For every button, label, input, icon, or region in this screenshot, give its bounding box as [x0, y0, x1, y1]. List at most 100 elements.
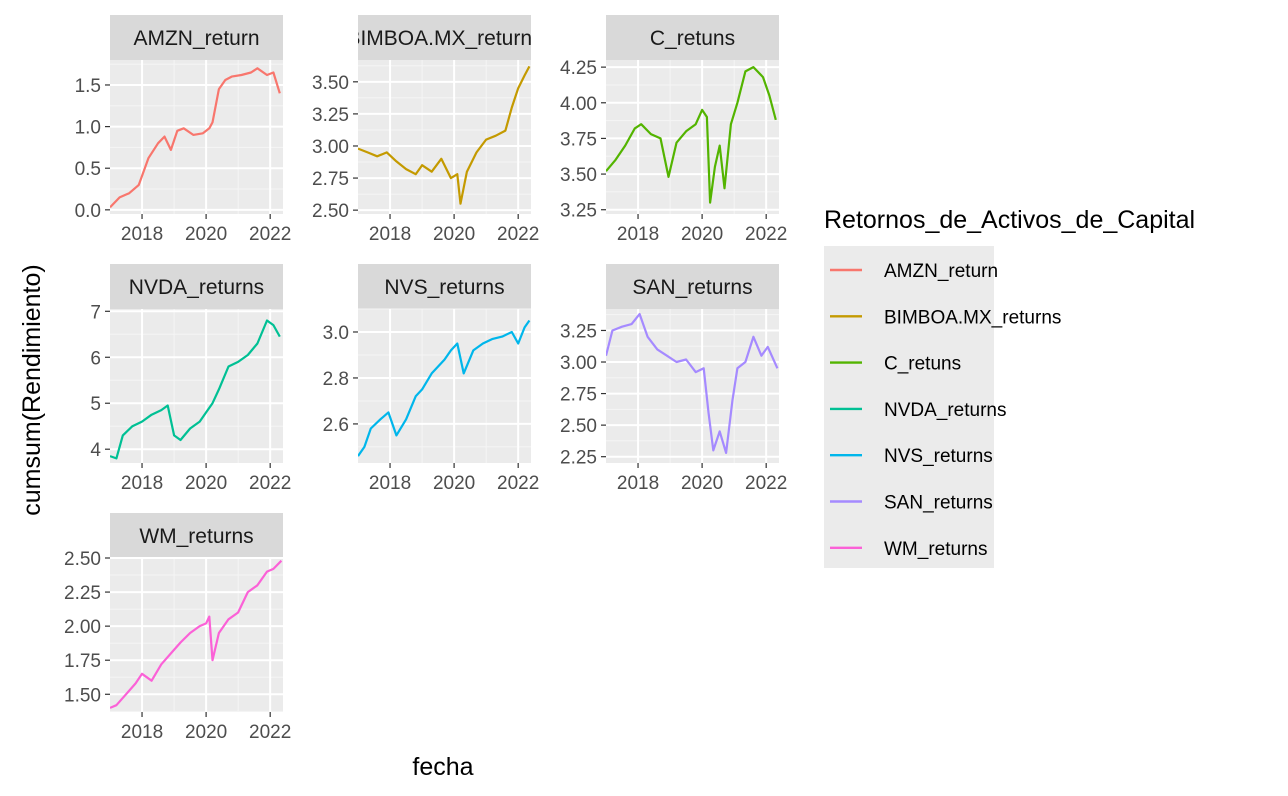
legend-label: C_retuns: [884, 354, 961, 375]
series-line-wm-returns: [110, 559, 283, 709]
y-tick-label: 1.50: [64, 685, 101, 706]
legend-background: [824, 246, 994, 568]
y-tick-label: 3.00: [312, 137, 349, 158]
x-axis-title: fecha: [412, 753, 473, 781]
facet-strip-label: SAN_returns: [632, 276, 752, 299]
x-tick-label: 2020: [433, 224, 475, 245]
facet-strip: [110, 15, 283, 60]
y-tick-label: 1.0: [75, 118, 101, 139]
facet-strip: [110, 264, 283, 309]
facet-strip-label: BIMBOA.MX_returns: [346, 27, 542, 50]
y-tick-label: 3.25: [312, 105, 349, 126]
legend-label: NVDA_returns: [884, 400, 1007, 421]
x-tick-label: 2022: [497, 473, 539, 494]
y-axis-title: cumsum(Rendimiento): [18, 264, 46, 515]
facet-strip-label: C_retuns: [650, 27, 735, 50]
facet-bimboa-mx-returns: BIMBOA.MX_returns 2018 2020 2022 2.50 2.75 3.0…: [312, 15, 542, 245]
facet-nvs-returns: NVS_returns 2018 2020 2022 2.6 2.8 3.0: [323, 264, 539, 494]
y-tick-label: 3.25: [560, 201, 597, 222]
y-tick-label: 4.25: [560, 58, 597, 79]
y-tick-label: 2.50: [312, 201, 349, 222]
x-tick-label: 2020: [681, 473, 723, 494]
y-tick-label: 2.00: [64, 617, 101, 638]
y-tick-label: 6: [90, 348, 101, 369]
facet-strip: [358, 264, 531, 309]
legend-item-bimboa-mx-returns: BIMBOA.MX_returns: [830, 307, 1061, 328]
x-tick-label: 2022: [249, 473, 291, 494]
x-tick-label: 2022: [745, 224, 787, 245]
legend: Retornos_de_Activos_de_Capital AMZN_retu…: [824, 206, 1195, 568]
y-tick-label: 3.25: [560, 321, 597, 342]
legend-items: AMZN_return BIMBOA.MX_returns C_retuns NVDA…: [830, 261, 1061, 560]
facet-san-returns: SAN_returns 2018 2020 2022 2.25 2.50 2.75 3.00 3…: [560, 264, 787, 494]
y-tick-label: 0.0: [75, 201, 101, 222]
legend-label: WM_returns: [884, 539, 987, 560]
y-tick-label: 5: [90, 394, 101, 415]
facet-strip: [606, 15, 779, 60]
series-line-nvs-returns: [358, 319, 531, 457]
panel-background: [110, 309, 283, 463]
facet-amzn-return: AMZN_return 2018 2020 2022 0.0 0.5 1.0 1.5: [75, 15, 291, 245]
facet-strip-label: NVS_returns: [384, 276, 504, 299]
x-tick-label: 2022: [249, 722, 291, 743]
y-tick-label: 2.6: [323, 415, 349, 436]
series-line-c-retuns: [606, 65, 777, 204]
y-tick-label: 2.8: [323, 369, 349, 390]
panel-background: [358, 60, 531, 214]
x-tick-label: 2018: [369, 224, 411, 245]
y-tick-label: 2.75: [560, 385, 597, 406]
legend-item-amzn-return: AMZN_return: [830, 261, 998, 282]
y-tick-label: 2.50: [560, 416, 597, 437]
panel-background: [110, 558, 283, 712]
panel-background: [606, 60, 779, 214]
x-tick-label: 2020: [185, 473, 227, 494]
series-line-nvda-returns: [110, 319, 281, 460]
y-tick-label: 0.5: [75, 159, 101, 180]
facet-strip: [358, 15, 531, 60]
legend-label: SAN_returns: [884, 493, 993, 514]
legend-label: BIMBOA.MX_returns: [884, 307, 1061, 328]
y-tick-label: 1.75: [64, 651, 101, 672]
x-tick-label: 2018: [617, 473, 659, 494]
facet-c-retuns: C_retuns 2018 2020 2022 3.25 3.50 3.75 4.00 4.25: [560, 15, 787, 245]
y-tick-label: 2.75: [312, 169, 349, 190]
legend-item-nvda-returns: NVDA_returns: [830, 400, 1007, 421]
series-line-amzn-return: [110, 67, 281, 209]
x-tick-label: 2020: [185, 224, 227, 245]
x-tick-label: 2018: [121, 473, 163, 494]
x-tick-label: 2022: [249, 224, 291, 245]
facet-strip-label: WM_returns: [139, 525, 253, 548]
legend-label: AMZN_return: [884, 261, 998, 282]
x-tick-label: 2018: [617, 224, 659, 245]
y-tick-label: 3.0: [323, 323, 349, 344]
y-tick-label: 1.5: [75, 76, 101, 97]
y-tick-label: 2.25: [560, 448, 597, 469]
panel-background: [358, 309, 531, 463]
y-tick-label: 3.75: [560, 129, 597, 150]
y-tick-label: 2.50: [64, 549, 101, 570]
facet-strip-label: NVDA_returns: [129, 276, 264, 299]
y-tick-label: 3.00: [560, 353, 597, 374]
facet-strip-label: AMZN_return: [133, 27, 259, 50]
series-line-bimboa-mx-returns: [358, 65, 531, 205]
series-line-san-returns: [606, 312, 779, 454]
y-tick-label: 3.50: [312, 73, 349, 94]
legend-item-san-returns: SAN_returns: [830, 493, 993, 514]
y-tick-label: 4: [90, 440, 101, 461]
x-tick-label: 2018: [121, 224, 163, 245]
facet-strip: [606, 264, 779, 309]
x-tick-label: 2020: [681, 224, 723, 245]
legend-label: NVS_returns: [884, 446, 993, 467]
panel-background: [110, 60, 283, 214]
facet-strip: [110, 513, 283, 558]
legend-item-wm-returns: WM_returns: [830, 539, 987, 560]
facet-wm-returns: WM_returns 2018 2020 2022 1.50 1.75 2.00 2.25 2.…: [64, 513, 291, 743]
y-tick-label: 3.50: [560, 165, 597, 186]
x-tick-label: 2020: [185, 722, 227, 743]
facet-nvda-returns: NVDA_returns 2018 2020 2022 4 5 6 7: [90, 264, 291, 494]
x-tick-label: 2022: [497, 224, 539, 245]
facet-panels: AMZN_return 2018 2020 2022 0.0 0.5 1.0 1.5 BIMBO…: [64, 15, 787, 743]
x-tick-label: 2022: [745, 473, 787, 494]
legend-title: Retornos_de_Activos_de_Capital: [824, 206, 1195, 234]
